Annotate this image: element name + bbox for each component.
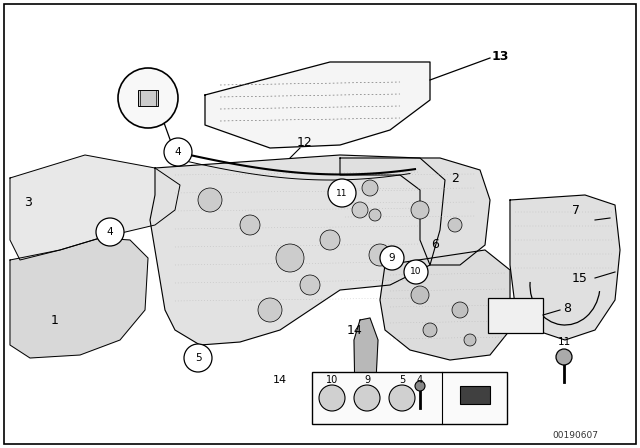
Circle shape [198, 188, 222, 212]
Circle shape [276, 244, 304, 272]
Text: 12: 12 [297, 137, 313, 150]
Text: 5: 5 [195, 353, 202, 363]
Text: 11: 11 [557, 337, 571, 347]
Text: 10: 10 [410, 267, 422, 276]
Circle shape [352, 202, 368, 218]
Polygon shape [10, 155, 180, 260]
Circle shape [389, 385, 415, 411]
Text: 5: 5 [399, 375, 405, 385]
Circle shape [320, 230, 340, 250]
Circle shape [404, 260, 428, 284]
Text: 8: 8 [563, 302, 571, 315]
Circle shape [380, 246, 404, 270]
Circle shape [319, 385, 345, 411]
Text: 1: 1 [51, 314, 59, 327]
Text: 4: 4 [107, 227, 113, 237]
Circle shape [423, 323, 437, 337]
Circle shape [240, 215, 260, 235]
Circle shape [164, 138, 192, 166]
Bar [138, 90, 158, 106]
Text: 11: 11 [336, 189, 348, 198]
Circle shape [96, 218, 124, 246]
Text: 3: 3 [24, 195, 32, 208]
Bar [460, 386, 490, 404]
Circle shape [464, 334, 476, 346]
Circle shape [300, 275, 320, 295]
Polygon shape [380, 250, 510, 360]
Bar [312, 372, 507, 424]
Circle shape [369, 244, 391, 266]
Text: 9: 9 [388, 253, 396, 263]
Circle shape [369, 209, 381, 221]
Text: 2: 2 [451, 172, 459, 185]
Circle shape [362, 180, 378, 196]
Circle shape [328, 179, 356, 207]
Circle shape [452, 302, 468, 318]
Polygon shape [354, 318, 378, 415]
Polygon shape [510, 195, 620, 340]
Polygon shape [10, 238, 148, 358]
Text: 00190607: 00190607 [552, 431, 598, 440]
Text: 6: 6 [431, 238, 439, 251]
Text: 9: 9 [364, 375, 370, 385]
Text: 4: 4 [417, 375, 423, 385]
Circle shape [184, 344, 212, 372]
Text: 10: 10 [326, 375, 338, 385]
Text: 13: 13 [492, 51, 509, 64]
Circle shape [354, 385, 380, 411]
Circle shape [411, 286, 429, 304]
Bar [488, 298, 543, 333]
Text: 4: 4 [175, 147, 181, 157]
Text: 7: 7 [572, 203, 580, 216]
Text: 14: 14 [347, 323, 363, 336]
Polygon shape [150, 155, 445, 345]
Circle shape [411, 201, 429, 219]
Text: 15: 15 [572, 271, 588, 284]
Polygon shape [205, 62, 430, 148]
Circle shape [258, 298, 282, 322]
Text: 14: 14 [273, 375, 287, 385]
Circle shape [448, 218, 462, 232]
Circle shape [118, 68, 178, 128]
Circle shape [556, 349, 572, 365]
Circle shape [415, 381, 425, 391]
Polygon shape [340, 158, 490, 265]
